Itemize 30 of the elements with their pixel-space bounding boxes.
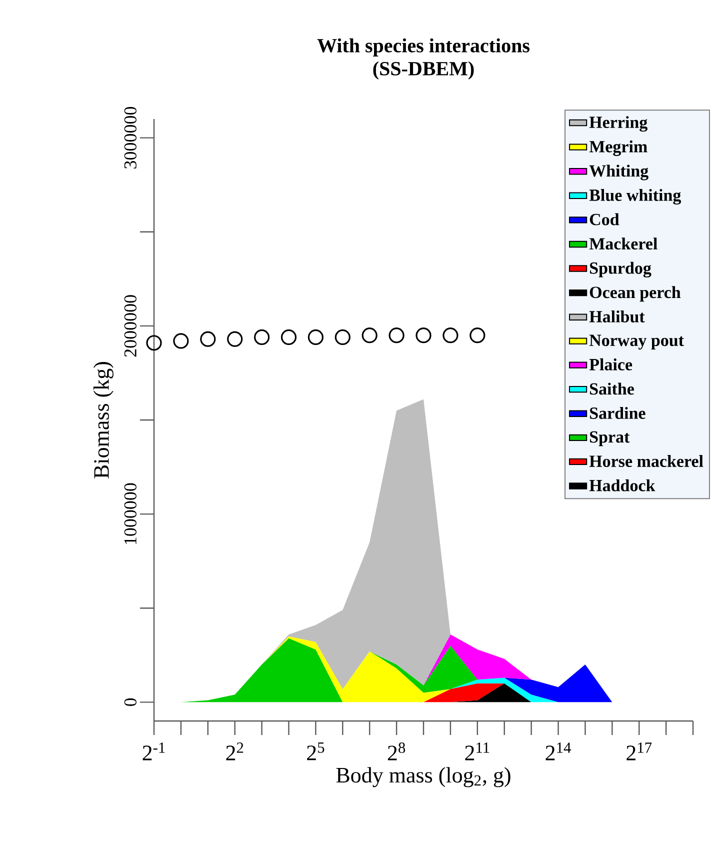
- legend-label: Megrim: [589, 140, 648, 156]
- legend-label: Whiting: [589, 164, 648, 180]
- chart-title: With species interactions (SS-DBEM): [317, 38, 530, 80]
- x-tick-label: 2$^{5}$: [307, 742, 324, 760]
- y-tick-label: 3000000: [124, 106, 136, 168]
- y-axis-title: Biomass (kg): [93, 362, 114, 478]
- legend-label: Halibut: [589, 310, 645, 322]
- y-tick-label: 1000000: [124, 483, 136, 544]
- legend-label: Ocean perch: [590, 286, 681, 302]
- legend-label: Herring: [589, 116, 648, 132]
- x-tick-label: 2$^{-1}$: [142, 742, 165, 760]
- legend-label: Spurdog: [590, 262, 652, 278]
- legend-label: Mackerel: [589, 238, 658, 250]
- x-tick-label: 2$^{17}$: [626, 742, 652, 760]
- y-tick-label: 2000000: [124, 295, 136, 357]
- legend-label: Norway pout: [589, 334, 684, 350]
- x-axis-title: Body mass (log$_{2}$, g): [336, 767, 510, 788]
- legend-label: Saithe: [590, 382, 634, 395]
- legend-label: Cod: [590, 213, 620, 226]
- legend-label: Plaice: [589, 358, 632, 370]
- legend-label: Horse mackerel: [589, 455, 704, 468]
- x-tick-label: 2$^{11}$: [465, 742, 490, 760]
- legend-label: Haddock: [589, 479, 656, 492]
- legend-label: Sardine: [590, 406, 646, 419]
- legend-label: Sprat: [590, 431, 630, 446]
- x-tick-label: 2$^{14}$: [546, 742, 571, 760]
- y-tick-label: 0: [124, 698, 136, 706]
- x-tick-label: 2$^{2}$: [226, 742, 244, 760]
- x-tick-label: 2$^{8}$: [388, 742, 406, 760]
- legend-label: Blue whiting: [589, 188, 682, 205]
